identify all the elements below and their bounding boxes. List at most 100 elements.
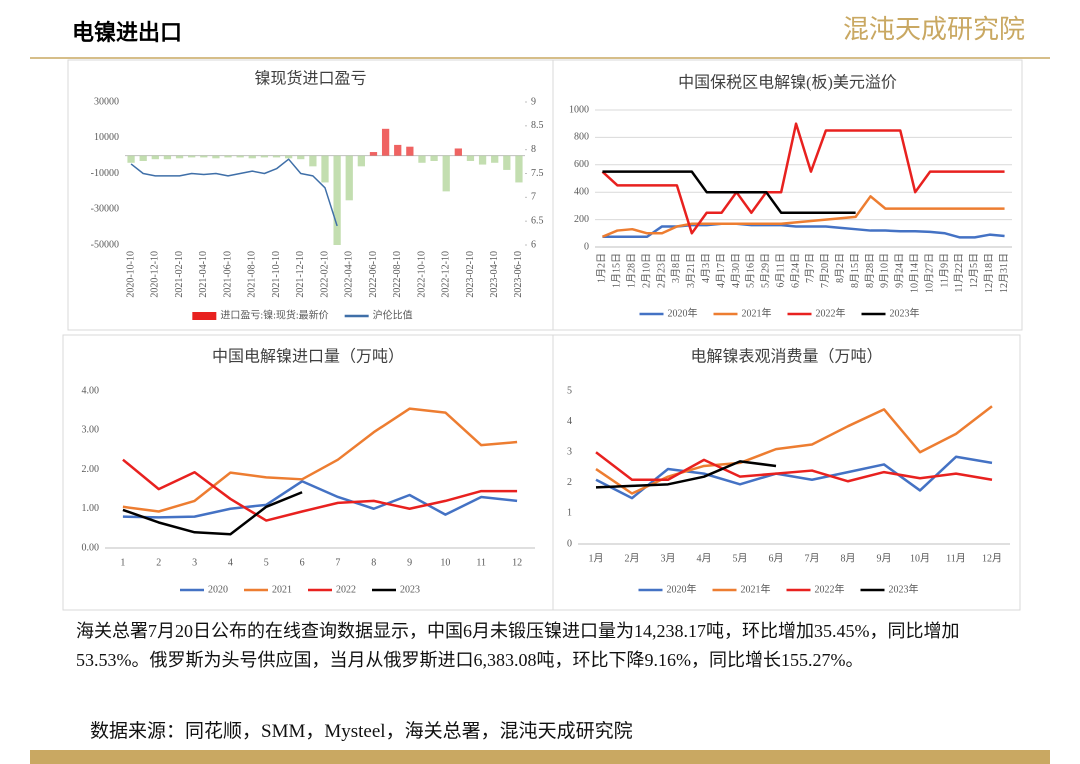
y-tick-label: 3.00 [82,425,100,436]
bar [151,155,159,160]
y-tick-label: 30000 [94,96,119,107]
x-tick-label: 10月 [910,552,930,564]
bar [503,155,511,170]
x-tick-label: 2022-06-10 [368,251,379,298]
x-tick-label: 2021-10-10 [271,251,282,298]
y-tick-label: 1.00 [82,503,100,514]
y-tick-label: 1000 [569,104,589,115]
x-tick-label: 1月 [589,552,604,564]
y2-tick-label: 8 [531,144,536,155]
y-tick-label: 4 [567,416,572,427]
chart-frame [67,59,554,331]
y-tick-label: 0.00 [82,542,100,553]
x-tick-label: 4月 [697,552,712,564]
chart-title: 中国保税区电解镍(板)美元溢价 [678,74,897,92]
bar [248,155,256,159]
legend-label: 2023 [400,584,420,595]
x-tick-label: 7月20日 [819,253,831,288]
x-tick-label: 7 [335,557,340,568]
chart-title: 镍现货进口盈亏 [254,70,366,88]
bar [333,155,341,245]
y-tick-label: 0 [567,538,572,549]
bar [285,155,293,159]
y-tick-label: 5 [567,385,572,396]
bar [224,155,232,158]
x-tick-label: 7月7日 [804,253,816,283]
x-tick-label: 1月2日 [596,253,608,283]
legend-label: 进口盈亏:镍:现货:最新价 [220,308,328,321]
x-tick-label: 3月21日 [685,253,697,288]
x-tick-label: 6月11日 [774,253,786,288]
series-line [602,170,856,214]
x-tick-label: 2023-02-10 [465,251,476,298]
x-tick-label: 4月3日 [700,253,712,283]
series-line [122,491,303,536]
x-tick-label: 10月27日 [923,253,935,293]
x-tick-label: 11月22日 [953,253,965,293]
x-tick-label: 2020-12-10 [150,251,161,298]
x-tick-label: 3月 [661,552,676,564]
legend-swatch [192,312,217,320]
x-tick-label: 2021-08-10 [247,251,258,298]
bar [200,155,208,158]
series-line [602,222,1005,239]
y2-tick-label: 7.5 [531,168,544,179]
legend-label: 2022年 [816,306,846,319]
bar [309,155,317,167]
x-tick-label: 3 [192,557,197,568]
y2-tick-label: 9 [531,96,536,107]
x-tick-label: 12月31日 [998,253,1010,293]
x-tick-label: 12 [512,557,522,568]
x-tick-label: 8月28日 [864,253,876,288]
bar [321,155,329,183]
x-tick-label: 2月 [625,552,640,564]
legend-label: 2020 [208,584,228,595]
bar [454,148,462,156]
y-tick-label: 800 [574,132,589,143]
bar [272,155,281,158]
series-line [130,158,338,227]
x-tick-label: 11 [476,557,486,568]
legend-label: 沪伦比值 [373,308,413,321]
x-tick-label: 12月 [982,552,1002,564]
x-tick-label: 9月24日 [894,253,906,288]
x-tick-label: 9 [407,557,412,568]
footer-bar [30,750,1050,764]
bar [357,155,365,167]
y2-tick-label: 6.5 [531,215,544,226]
y-tick-label: 4.00 [82,385,100,396]
series-line [601,195,1005,238]
bar [139,155,147,161]
x-tick-label: 2022-10-10 [416,251,427,298]
series-line [122,407,518,513]
bar [345,155,353,201]
x-tick-label: 7月 [805,552,820,564]
y2-tick-label: 6 [531,239,536,250]
x-tick-label: 5 [264,557,269,568]
x-tick-label: 2月23日 [655,253,667,288]
bar [369,152,378,156]
x-tick-label: 9月 [877,552,892,564]
x-tick-label: 8月2日 [834,253,846,283]
x-tick-label: 4 [228,557,233,568]
x-tick-label: 11月 [946,552,966,564]
bar [212,155,220,159]
x-tick-label: 6 [300,557,305,568]
y2-tick-label: 8.5 [531,120,544,131]
source: 数据来源：同花顺，SMM，Mysteel，海关总署，混沌天成研究院 [90,721,633,742]
x-tick-label: 2 [156,557,161,568]
x-tick-label: 10月14日 [908,253,920,293]
x-tick-label: 2021-12-10 [295,251,306,298]
legend-label: 2020年 [667,582,697,595]
x-tick-label: 3月8日 [670,253,682,283]
chart-frame [62,334,554,611]
x-tick-label: 2月10日 [640,253,652,288]
x-tick-label: 2022-02-10 [319,251,330,298]
y-tick-label: 3 [567,446,572,457]
page-title: 电镍进出口 [72,20,182,45]
series-line [122,458,518,522]
y-tick-label: 1 [567,508,572,519]
bar [442,155,450,192]
